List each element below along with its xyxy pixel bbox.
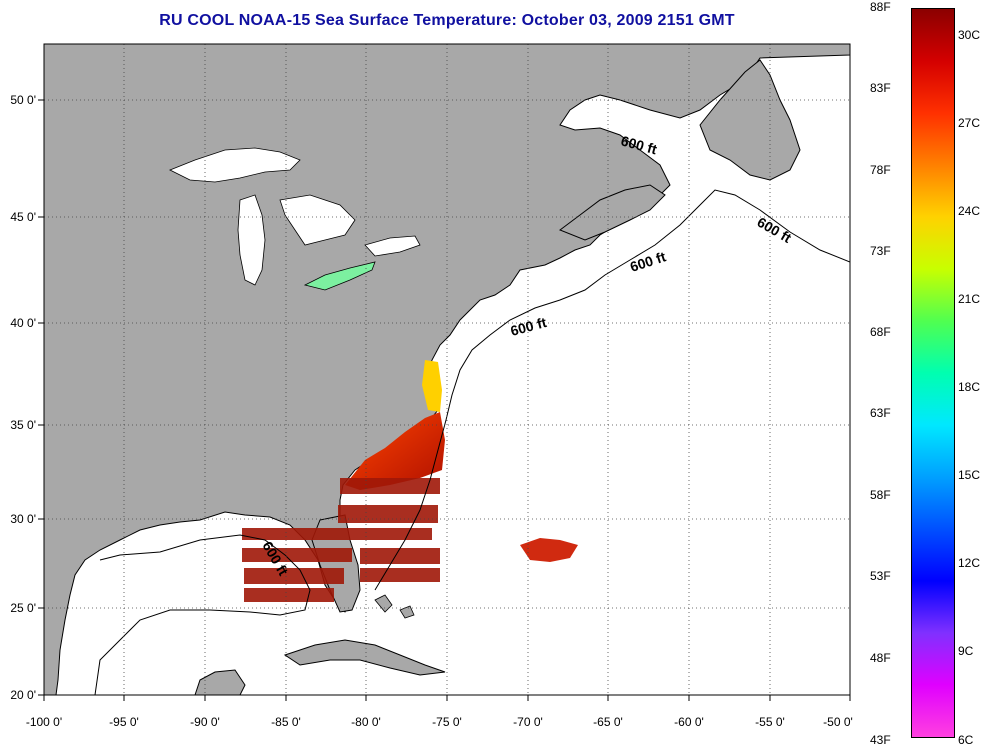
colorbar-c-label: 15C — [958, 468, 981, 482]
colorbar-c-label: 12C — [958, 556, 981, 570]
lon-label: -75 0' — [432, 715, 462, 729]
lon-label: -85 0' — [271, 715, 301, 729]
nova-scotia-land — [558, 184, 666, 241]
newfoundland-land — [699, 59, 801, 181]
offshore-eddy-sst — [520, 538, 578, 562]
gulf-stream-sst — [345, 412, 445, 490]
colorbar-c-label: 27C — [958, 116, 981, 130]
temperature-colorbar — [911, 8, 955, 738]
lat-label: 30 0' — [10, 512, 36, 526]
lake-michigan — [237, 194, 266, 286]
colorbar-f-label: 63F — [870, 406, 891, 420]
colorbar-c-label: 9C — [958, 644, 974, 658]
lat-label: 35 0' — [10, 418, 36, 432]
colorbar-f-label: 68F — [870, 325, 891, 339]
colorbar-c-label: 24C — [958, 204, 981, 218]
lake-huron — [279, 194, 356, 246]
colorbar-f-label: 73F — [870, 244, 891, 258]
lake-erie — [303, 261, 376, 291]
lon-label: -50 0' — [823, 715, 853, 729]
isobath-600ft — [374, 189, 850, 591]
chesapeake-sst — [422, 360, 442, 412]
lon-label: -95 0' — [109, 715, 139, 729]
gulf-isobath — [94, 534, 311, 695]
colorbar-f-label: 88F — [870, 0, 891, 14]
lat-label: 25 0' — [10, 601, 36, 615]
colorbar-f-label: 53F — [870, 569, 891, 583]
yucatan-land — [194, 669, 246, 695]
lon-label: -60 0' — [674, 715, 704, 729]
lake-superior — [169, 147, 301, 183]
colorbar-f-label: 83F — [870, 81, 891, 95]
lat-label: 50 0' — [10, 93, 36, 107]
sst-swath-bands — [242, 478, 440, 602]
lake-ontario — [364, 235, 421, 257]
map-gridlines — [44, 44, 850, 695]
lon-label: -55 0' — [755, 715, 785, 729]
colorbar-f-label: 48F — [870, 651, 891, 665]
lat-label: 20 0' — [10, 688, 36, 702]
lon-label: -80 0' — [351, 715, 381, 729]
bahamas-land — [374, 594, 415, 619]
lon-label: -65 0' — [593, 715, 623, 729]
lon-label: -70 0' — [513, 715, 543, 729]
colorbar-f-label: 78F — [870, 163, 891, 177]
axis-ticks — [38, 99, 851, 701]
colorbar-c-label: 21C — [958, 292, 981, 306]
colorbar-f-label: 43F — [870, 733, 891, 747]
lat-label: 45 0' — [10, 210, 36, 224]
map-title: RU COOL NOAA-15 Sea Surface Temperature:… — [159, 12, 735, 29]
colorbar-c-label: 6C — [958, 733, 974, 747]
lon-label: -100 0' — [26, 715, 62, 729]
lon-label: -90 0' — [190, 715, 220, 729]
lat-label: 40 0' — [10, 316, 36, 330]
colorbar-c-label: 18C — [958, 380, 981, 394]
colorbar-c-label: 30C — [958, 28, 981, 42]
cuba-land — [283, 639, 446, 676]
colorbar-f-label: 58F — [870, 488, 891, 502]
